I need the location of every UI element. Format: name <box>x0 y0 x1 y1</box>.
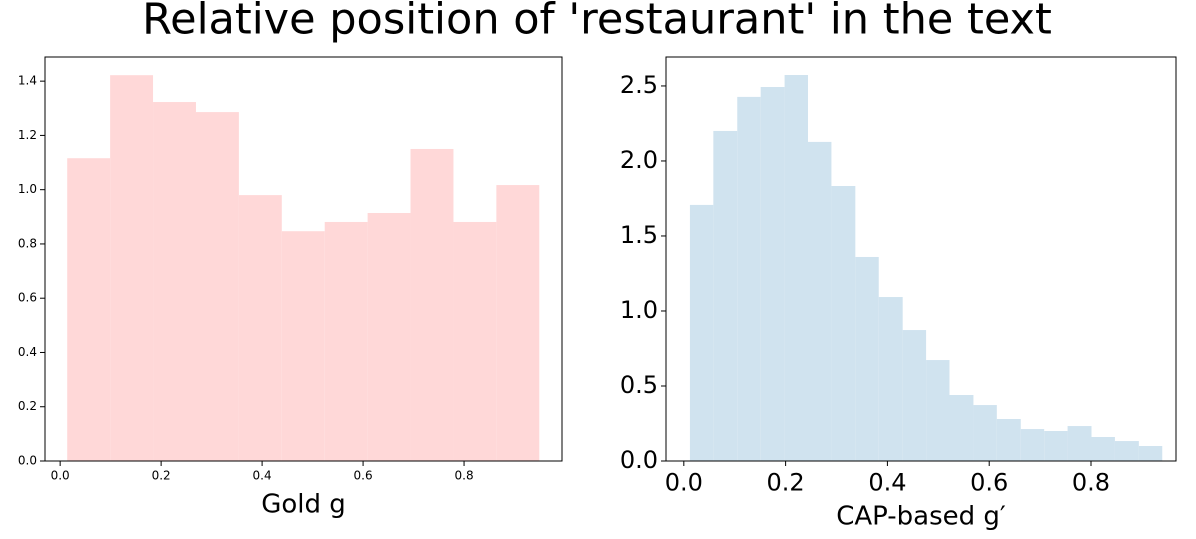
x-tick-label: 0.4 <box>868 468 906 496</box>
histogram-bar <box>410 148 454 461</box>
x-axis-label: CAP-based g′ <box>836 502 1006 532</box>
y-tick-label: 0.2 <box>18 399 37 413</box>
histogram-bar <box>713 130 738 461</box>
histogram-bar <box>784 75 809 461</box>
histogram-bar <box>949 394 974 461</box>
histogram-bar <box>453 221 497 461</box>
histogram-bar <box>996 418 1021 461</box>
y-tick-label: 2.0 <box>620 146 658 174</box>
histogram-bar <box>367 213 411 461</box>
histogram-bar <box>831 186 856 461</box>
histogram-bar <box>238 195 282 461</box>
histogram-bar <box>67 158 111 461</box>
x-axis-label: Gold g <box>261 490 346 520</box>
histogram-bar <box>1138 445 1163 461</box>
x-tick-label: 0.8 <box>455 469 474 483</box>
y-tick-label: 1.0 <box>620 296 658 324</box>
y-tick-label: 1.2 <box>18 128 37 142</box>
histogram-bar <box>878 297 903 461</box>
x-tick-label: 0.0 <box>665 468 703 496</box>
y-tick-label: 1.0 <box>18 182 37 196</box>
histogram-bar <box>737 96 761 461</box>
histogram-bar <box>496 185 540 462</box>
histogram-bar <box>281 231 325 461</box>
histogram-bar <box>760 87 785 461</box>
y-tick-label: 0.4 <box>18 345 37 359</box>
histogram-bar <box>153 102 196 462</box>
histogram-bar <box>1114 441 1139 461</box>
x-tick-label: 0.0 <box>51 469 70 483</box>
histogram-bar <box>1044 430 1068 461</box>
x-tick-label: 0.2 <box>152 469 171 483</box>
histogram-bar <box>902 330 927 461</box>
histogram-bar <box>324 221 368 461</box>
histogram-bar <box>1091 436 1115 461</box>
y-tick-label: 0.8 <box>18 236 37 250</box>
x-tick-label: 0.8 <box>1072 468 1110 496</box>
x-tick-label: 0.4 <box>253 469 272 483</box>
x-tick-label: 0.6 <box>970 468 1008 496</box>
histogram-bar <box>973 405 997 461</box>
histogram-bar <box>1020 429 1045 461</box>
x-tick-label: 0.6 <box>354 469 373 483</box>
y-tick-label: 0.5 <box>620 371 658 399</box>
histogram-bar <box>808 141 832 461</box>
histogram-bar <box>926 360 950 461</box>
y-tick-label: 0.0 <box>18 454 37 468</box>
figure-title: Relative position of 'restaurant' in the… <box>142 0 1052 45</box>
y-tick-label: 1.4 <box>18 74 37 88</box>
histogram-bar <box>1067 426 1092 461</box>
histogram-bar <box>195 112 239 461</box>
x-tick-label: 0.2 <box>767 468 805 496</box>
axes-frame <box>44 56 563 462</box>
histogram-bar <box>110 75 154 461</box>
histogram-bar <box>689 204 714 461</box>
y-tick-label: 0.6 <box>18 291 37 305</box>
y-tick-label: 0.0 <box>620 446 658 474</box>
y-tick-label: 1.5 <box>620 221 658 249</box>
axes-frame <box>665 56 1177 462</box>
y-tick-label: 2.5 <box>620 71 658 99</box>
histogram-bar <box>855 256 879 461</box>
